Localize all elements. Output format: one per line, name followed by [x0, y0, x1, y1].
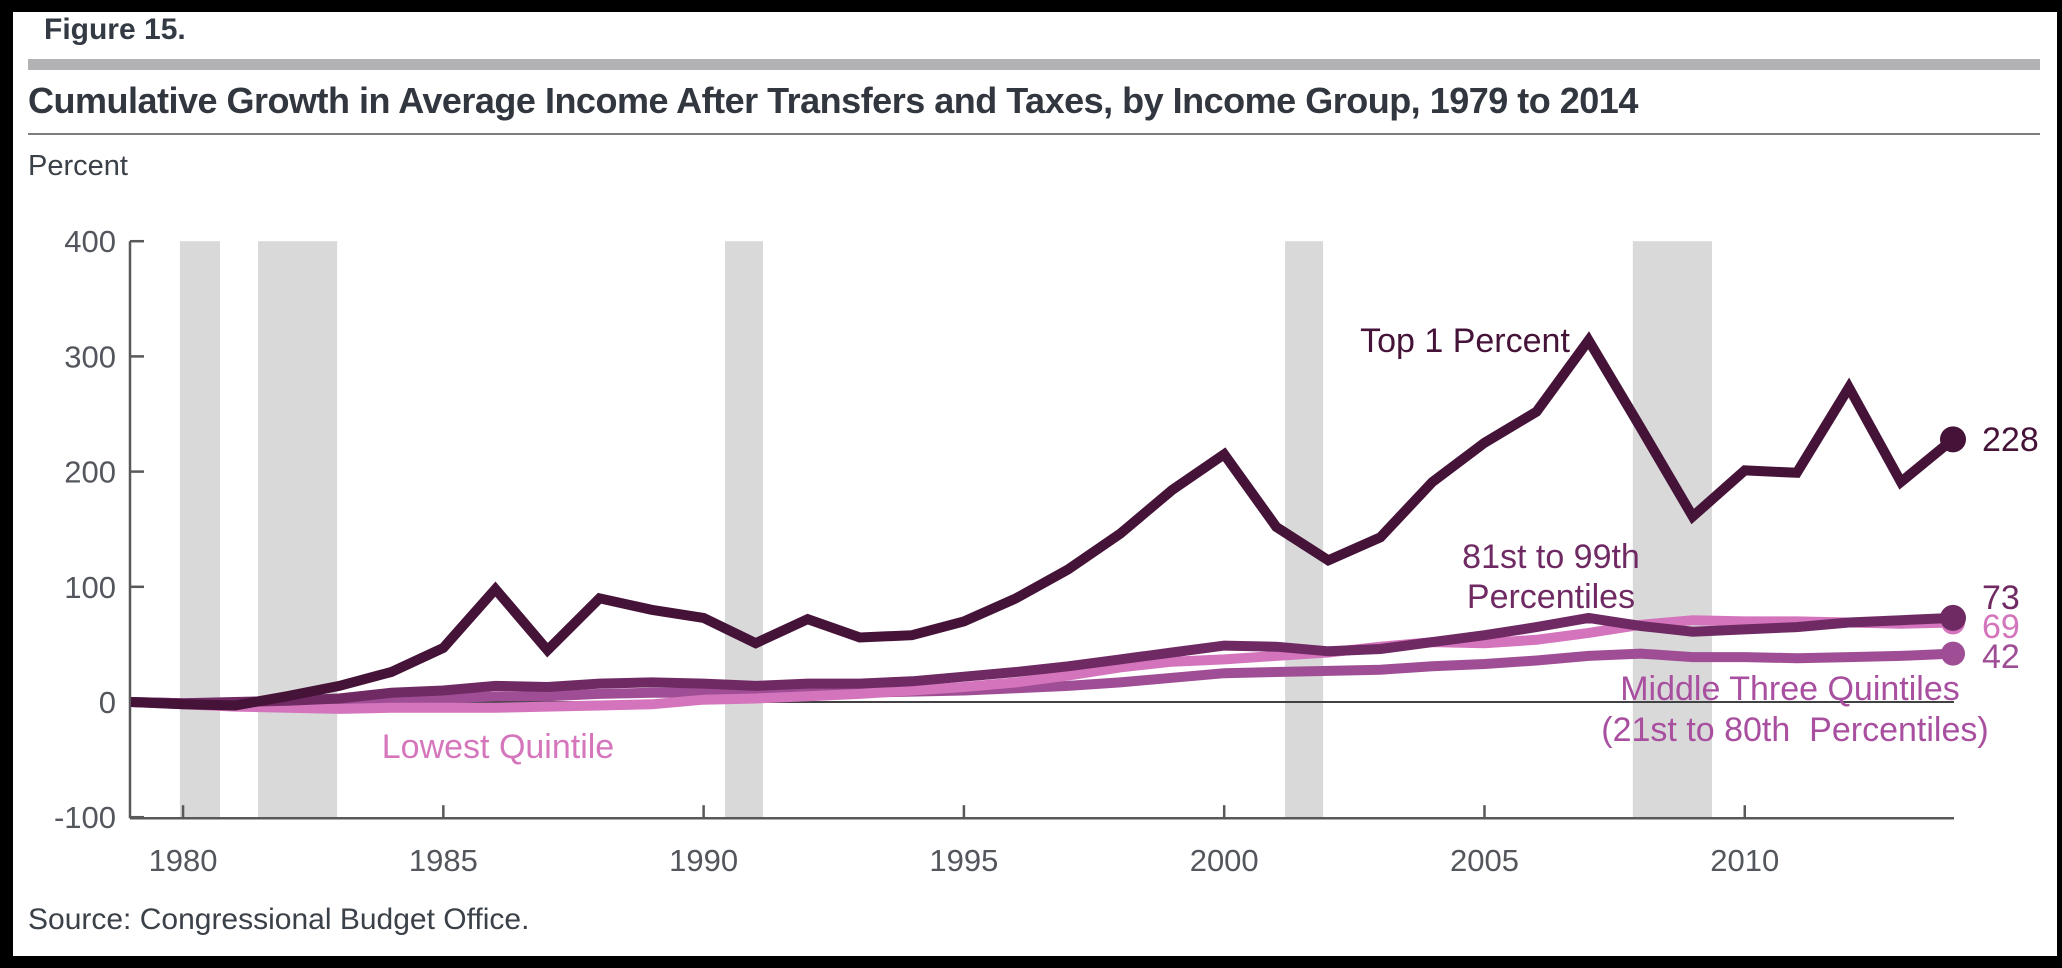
- recession-band: [179, 241, 221, 818]
- series-end-dot-4: [1940, 641, 1965, 666]
- series-end-value-label: 69: [1982, 608, 2020, 646]
- page-border-top: [0, 0, 2062, 12]
- series-end-value-label: 42: [1982, 638, 2020, 676]
- y-axis-tick-label: 0: [99, 685, 116, 720]
- y-axis-tick-label: 400: [64, 224, 116, 259]
- x-axis-tick-label: 2005: [1450, 843, 1519, 878]
- x-axis-tick-label: 1985: [409, 843, 478, 878]
- series-line-2: [130, 612, 1954, 709]
- annotation-81st-99th-line1: 81st to 99th: [1462, 538, 1640, 576]
- title-rule: [28, 133, 2040, 135]
- series-end-dot-2: [1939, 604, 1966, 631]
- annotation-lowest-quintile: Lowest Quintile: [382, 728, 614, 766]
- source-note: Source: Congressional Budget Office.: [28, 903, 530, 936]
- y-axis-tick-label: 200: [64, 455, 116, 490]
- recession-band: [724, 241, 763, 818]
- annotation-middle-three-line2: (21st to 80th Percentiles): [1601, 711, 1988, 749]
- series-end-dot-1: [1939, 426, 1966, 453]
- annotation-81st-99th-line2: Percentiles: [1467, 578, 1635, 616]
- x-axis-tick-label: 1980: [149, 843, 218, 878]
- annotation-top-1-percent: Top 1 Percent: [1360, 322, 1570, 360]
- recession-band: [1632, 241, 1712, 818]
- page-border-left: [0, 0, 13, 968]
- chart-title: Cumulative Growth in Average Income Afte…: [28, 80, 1638, 121]
- header-band: [28, 59, 2040, 70]
- x-axis-tick-label: 1990: [669, 843, 738, 878]
- recession-band: [258, 241, 338, 818]
- x-axis-tick-label: 1995: [929, 843, 998, 878]
- x-axis-tick-label: 2000: [1190, 843, 1259, 878]
- y-axis-tick-label: 300: [64, 339, 116, 374]
- x-axis-tick-label: 2010: [1710, 843, 1779, 878]
- y-axis-unit-label: Percent: [28, 150, 128, 182]
- y-axis-tick-label: -100: [54, 800, 116, 835]
- page-border-right: [2057, 0, 2062, 968]
- figure-label: Figure 15.: [44, 13, 186, 46]
- series-end-value-label: 228: [1982, 421, 2039, 459]
- y-axis-tick-label: 100: [64, 570, 116, 605]
- page-border-bottom: [0, 956, 2062, 968]
- series-line-1: [130, 331, 1957, 711]
- recession-band: [1285, 241, 1324, 818]
- series-line-4: [130, 648, 1954, 710]
- annotation-middle-three-line1: Middle Three Quintiles: [1620, 670, 1960, 708]
- series-end-value-label: 73: [1982, 579, 2020, 617]
